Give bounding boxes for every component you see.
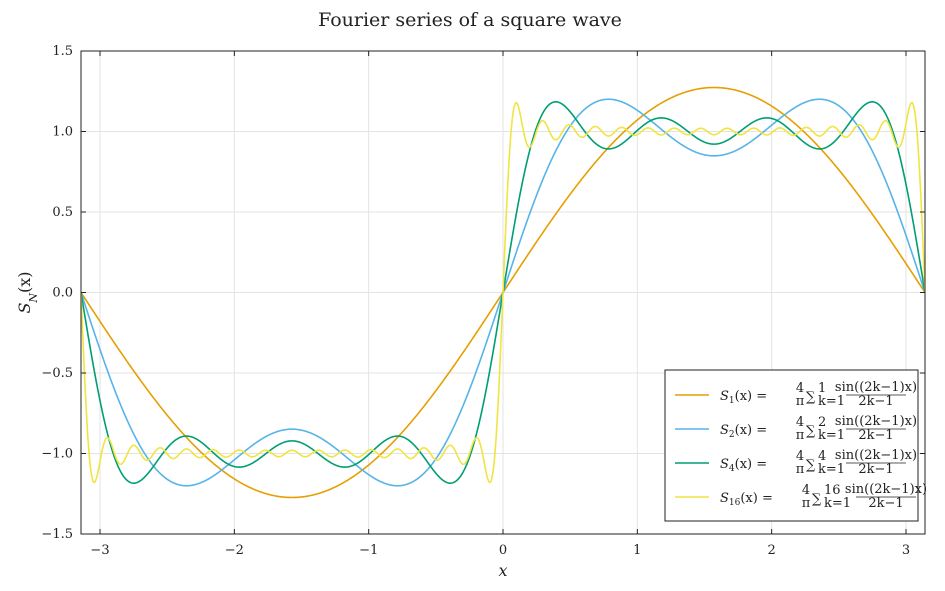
legend-frac-num: 4 bbox=[796, 381, 804, 396]
y-tick-label: 0.5 bbox=[52, 205, 73, 220]
series-line-S16 bbox=[81, 101, 925, 484]
x-tick-label: −3 bbox=[90, 543, 109, 558]
series-layer bbox=[81, 86, 925, 499]
y-tick-label: −1.5 bbox=[41, 527, 73, 542]
legend-term-num: sin((2k−1)x) bbox=[835, 414, 917, 429]
legend-frac-num: 4 bbox=[796, 449, 804, 464]
legend-frac-den: π bbox=[796, 394, 805, 409]
legend-label: S16(x) = bbox=[720, 491, 773, 508]
legend-term-num: sin((2k−1)x) bbox=[845, 482, 927, 497]
x-tick-label: −1 bbox=[359, 543, 378, 558]
legend-frac-den: π bbox=[796, 428, 805, 443]
y-axis-label: SN(x) bbox=[15, 271, 40, 313]
y-tick-label: 1.5 bbox=[52, 44, 73, 59]
legend-term-den: 2k−1 bbox=[868, 496, 903, 511]
legend-sum-lower: k=1 bbox=[818, 394, 845, 409]
y-tick-label: −1.0 bbox=[41, 447, 73, 462]
legend-sum-lower: k=1 bbox=[818, 462, 845, 477]
y-tick-label: 0.0 bbox=[52, 286, 73, 301]
legend-term-den: 2k−1 bbox=[858, 394, 893, 409]
legend-sum-upper: 16 bbox=[824, 483, 841, 498]
ticks: −3 −2 −1 0 1 2 3 −1.5 −1.0 −0.5 0.0 0.5 1.0 1.5 bbox=[41, 44, 925, 558]
legend-sum-lower: k=1 bbox=[824, 496, 851, 511]
x-tick-label: −2 bbox=[225, 543, 244, 558]
chart-title: Fourier series of a square wave bbox=[318, 9, 622, 31]
legend-sum: ∑ bbox=[806, 424, 816, 439]
legend-sum-lower: k=1 bbox=[818, 428, 845, 443]
x-tick-label: 3 bbox=[902, 543, 910, 558]
x-axis-label: x bbox=[498, 561, 507, 580]
legend-frac-den: π bbox=[796, 462, 805, 477]
legend-term-num: sin((2k−1)x) bbox=[835, 448, 917, 463]
legend-frac-den: π bbox=[802, 496, 811, 511]
legend-term-num: sin((2k−1)x) bbox=[835, 380, 917, 395]
x-tick-label: 2 bbox=[768, 543, 776, 558]
y-axis-label-text: SN(x) bbox=[15, 271, 40, 313]
legend-label: S2(x) = bbox=[720, 423, 767, 440]
x-tick-label: 1 bbox=[633, 543, 641, 558]
x-tick-label: 0 bbox=[499, 543, 507, 558]
y-tick-label: 1.0 bbox=[52, 125, 73, 140]
legend-sum: ∑ bbox=[806, 458, 816, 473]
legend-sum: ∑ bbox=[812, 492, 822, 507]
legend-term-den: 2k−1 bbox=[858, 428, 893, 443]
legend-sum-upper: 2 bbox=[818, 415, 826, 430]
legend-sum-upper: 4 bbox=[818, 449, 826, 464]
legend-term-den: 2k−1 bbox=[858, 462, 893, 477]
legend-frac-num: 4 bbox=[802, 483, 810, 498]
legend-label: S1(x) = bbox=[720, 389, 767, 406]
y-tick-label: −0.5 bbox=[41, 366, 73, 381]
legend-sum-upper: 1 bbox=[818, 381, 826, 396]
legend-sum: ∑ bbox=[806, 390, 816, 405]
legend-frac-num: 4 bbox=[796, 415, 804, 430]
legend-label: S4(x) = bbox=[720, 457, 767, 474]
